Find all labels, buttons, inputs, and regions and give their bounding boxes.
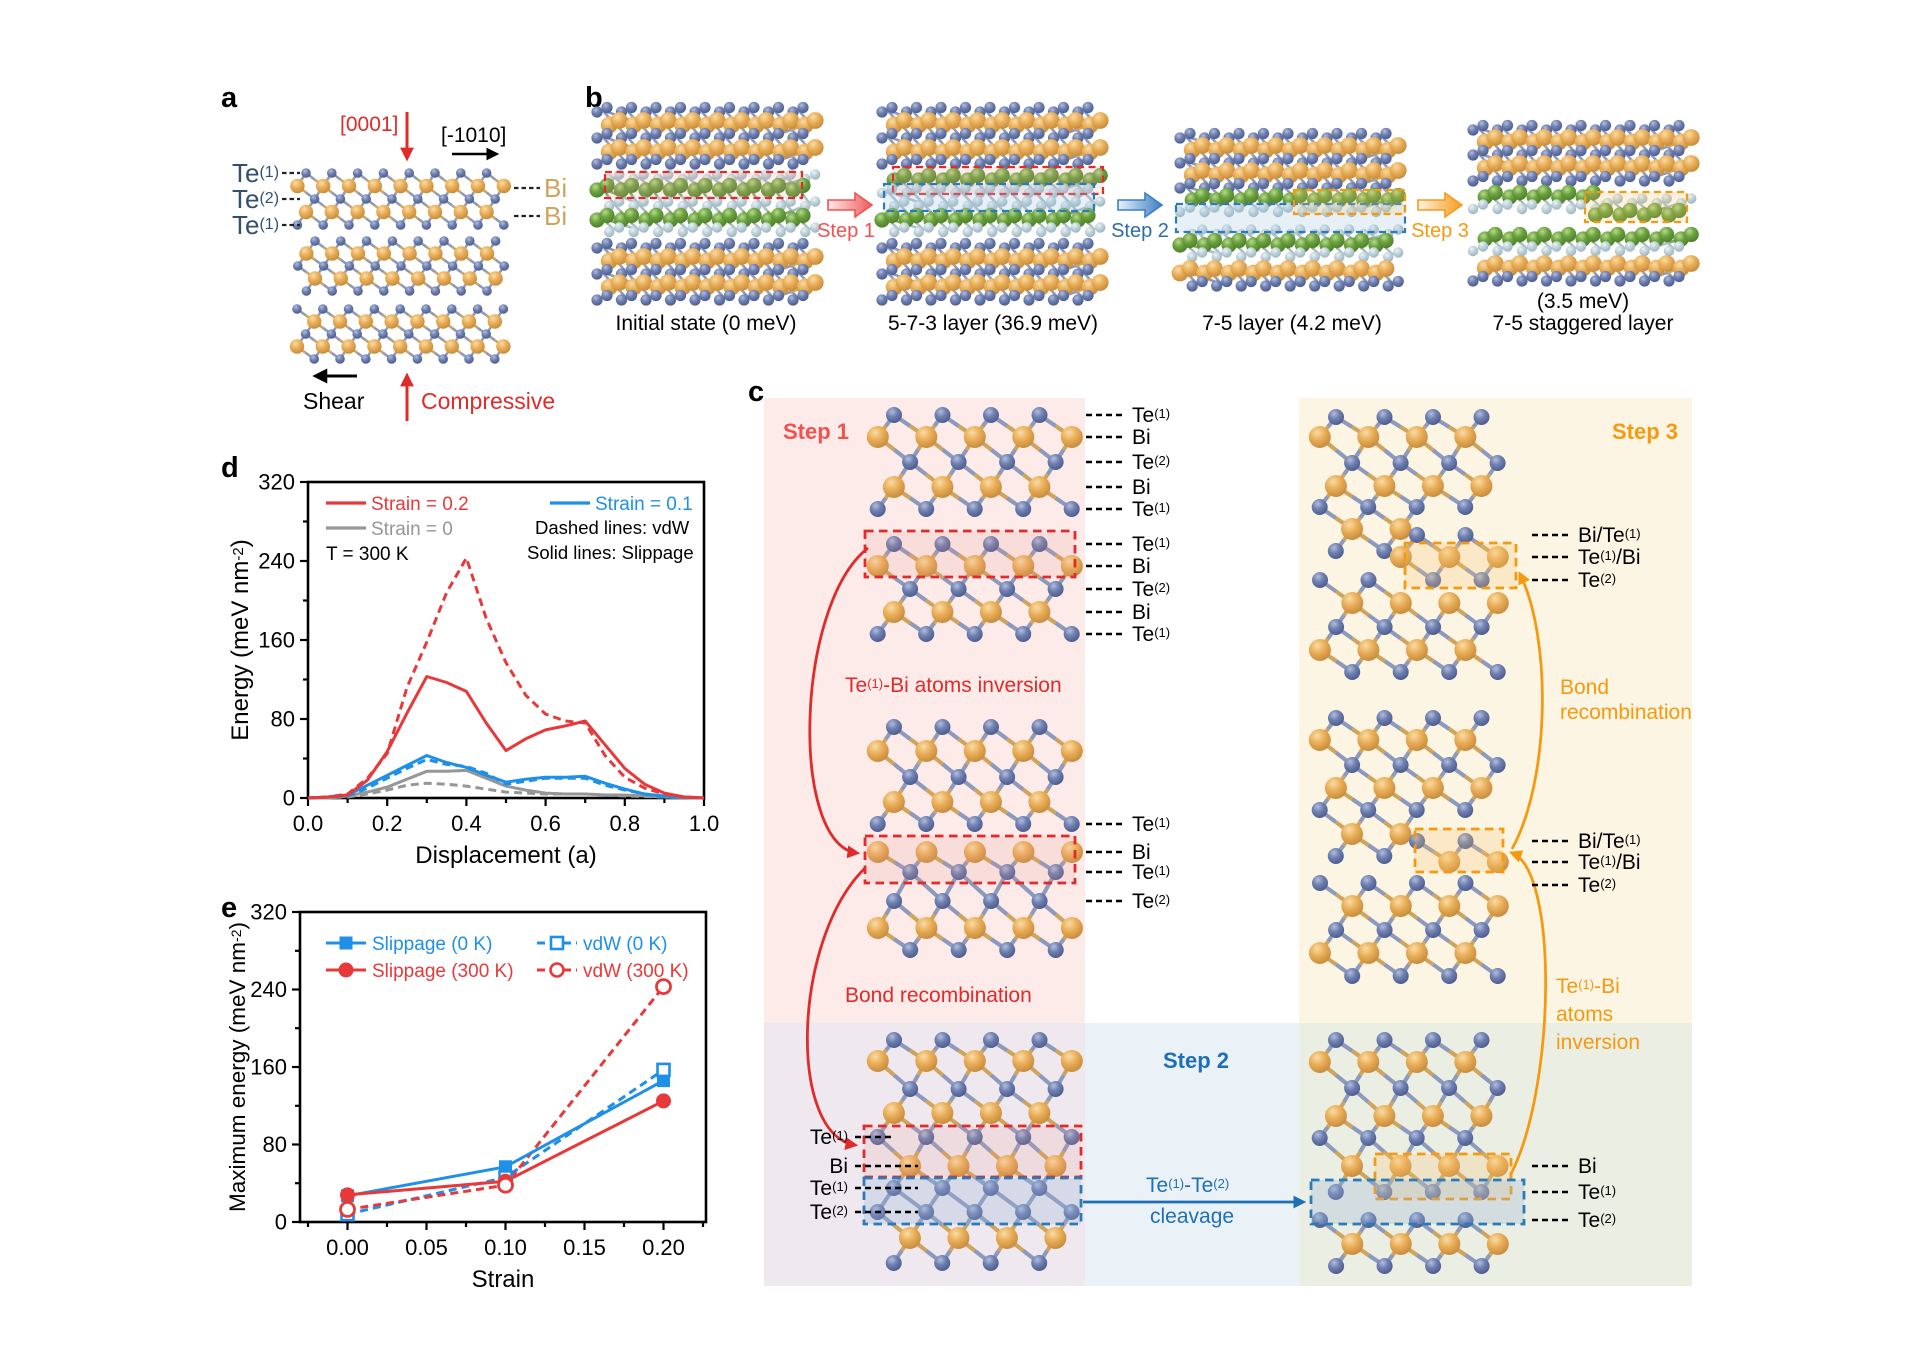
svg-text:0.15: 0.15 <box>563 1235 606 1260</box>
svg-text:Step 2: Step 2 <box>1111 220 1169 242</box>
svg-text:80: 80 <box>271 707 295 732</box>
svg-text:Bi: Bi <box>1132 426 1151 449</box>
svg-text:Strain = 0: Strain = 0 <box>371 519 453 540</box>
svg-text:Bi/Te(1): Bi/Te(1) <box>1578 830 1641 853</box>
svg-text:0.8: 0.8 <box>610 811 641 836</box>
svg-text:160: 160 <box>258 628 295 653</box>
svg-text:Solid lines: Slippage: Solid lines: Slippage <box>527 542 694 563</box>
svg-text:Strain = 0.2: Strain = 0.2 <box>371 494 469 515</box>
svg-text:vdW (300 K): vdW (300 K) <box>583 961 689 982</box>
svg-text:Bi: Bi <box>1132 555 1151 578</box>
svg-text:Step 3: Step 3 <box>1411 220 1469 242</box>
svg-text:d: d <box>221 452 239 484</box>
svg-text:320: 320 <box>258 470 295 495</box>
svg-text:Step 3: Step 3 <box>1612 419 1678 444</box>
svg-text:Te(2): Te(2) <box>1578 1209 1616 1232</box>
svg-text:e: e <box>221 892 237 924</box>
svg-text:Te(1): Te(1) <box>1132 533 1170 556</box>
svg-text:0.00: 0.00 <box>326 1235 369 1260</box>
svg-text:7-5 layer (4.2 meV): 7-5 layer (4.2 meV) <box>1202 312 1382 335</box>
svg-text:Te(1): Te(1) <box>1132 623 1170 646</box>
svg-text:240: 240 <box>250 977 287 1002</box>
svg-text:0.2: 0.2 <box>372 811 403 836</box>
svg-text:Te(1)/Bi: Te(1)/Bi <box>1578 546 1641 569</box>
svg-text:Bi: Bi <box>829 1155 848 1178</box>
svg-text:Bi: Bi <box>1132 601 1151 624</box>
svg-text:0: 0 <box>283 786 295 811</box>
svg-text:Dashed lines: vdW: Dashed lines: vdW <box>535 517 690 538</box>
svg-text:cleavage: cleavage <box>1150 1205 1234 1228</box>
svg-text:Compressive: Compressive <box>421 388 555 414</box>
svg-text:Bond: Bond <box>1560 676 1609 699</box>
svg-text:Te(1): Te(1) <box>232 158 279 188</box>
svg-text:0.20: 0.20 <box>642 1235 685 1260</box>
svg-text:b: b <box>585 82 603 114</box>
svg-text:Te(1)-Te(2): Te(1)-Te(2) <box>1146 1174 1229 1197</box>
svg-text:1.0: 1.0 <box>689 811 720 836</box>
svg-text:a: a <box>221 82 238 114</box>
svg-text:0.0: 0.0 <box>293 811 324 836</box>
svg-text:Te(1): Te(1) <box>1132 813 1170 836</box>
svg-text:5-7-3 layer (36.9 meV): 5-7-3 layer (36.9 meV) <box>888 312 1098 335</box>
svg-text:320: 320 <box>250 900 287 925</box>
svg-text:0.6: 0.6 <box>530 811 561 836</box>
svg-text:vdW (0 K): vdW (0 K) <box>583 934 667 955</box>
svg-text:recombination: recombination <box>1560 701 1692 724</box>
svg-text:160: 160 <box>250 1055 287 1080</box>
svg-text:Step 1: Step 1 <box>817 220 875 242</box>
svg-text:Bond recombination: Bond recombination <box>845 984 1032 1007</box>
svg-text:Bi: Bi <box>544 173 567 203</box>
svg-text:Te(2): Te(2) <box>810 1201 848 1224</box>
svg-text:Initial state (0 meV): Initial state (0 meV) <box>616 312 797 335</box>
svg-text:T = 300 K: T = 300 K <box>326 544 409 565</box>
svg-text:7-5 staggered layer: 7-5 staggered layer <box>1493 312 1674 335</box>
svg-text:Slippage (300 K): Slippage (300 K) <box>372 961 514 982</box>
svg-text:Step 1: Step 1 <box>783 419 849 444</box>
svg-text:Te(2): Te(2) <box>1132 890 1170 913</box>
svg-text:atoms: atoms <box>1556 1003 1613 1026</box>
svg-text:Energy (meV nm-2): Energy (meV nm-2) <box>227 539 254 740</box>
svg-text:Te(1)/Bi: Te(1)/Bi <box>1578 851 1641 874</box>
svg-text:80: 80 <box>263 1132 287 1157</box>
svg-text:Step 2: Step 2 <box>1163 1048 1229 1073</box>
svg-text:inversion: inversion <box>1556 1031 1640 1054</box>
svg-text:c: c <box>748 376 764 408</box>
svg-text:Te(1): Te(1) <box>1132 404 1170 427</box>
svg-text:Te(2): Te(2) <box>1578 874 1616 897</box>
svg-text:Bi: Bi <box>1132 476 1151 499</box>
svg-text:Te(2): Te(2) <box>232 184 279 214</box>
svg-text:Te(1): Te(1) <box>1132 861 1170 884</box>
svg-text:Te(2): Te(2) <box>1132 578 1170 601</box>
svg-text:0.05: 0.05 <box>405 1235 448 1260</box>
svg-text:Strain: Strain <box>472 1266 535 1293</box>
svg-text:Bi: Bi <box>1578 1155 1597 1178</box>
svg-text:Maximum energy (meV nm-2): Maximum energy (meV nm-2) <box>225 922 250 1212</box>
svg-text:Te(2): Te(2) <box>1132 451 1170 474</box>
svg-text:Shear: Shear <box>303 388 365 414</box>
svg-text:240: 240 <box>258 549 295 574</box>
svg-text:Slippage (0 K): Slippage (0 K) <box>372 934 492 955</box>
svg-text:(3.5 meV): (3.5 meV) <box>1537 290 1629 313</box>
svg-text:Te(1): Te(1) <box>810 1177 848 1200</box>
svg-text:0.10: 0.10 <box>484 1235 527 1260</box>
svg-text:0.4: 0.4 <box>451 811 482 836</box>
svg-text:Bi: Bi <box>544 201 567 231</box>
svg-text:Bi/Te(1): Bi/Te(1) <box>1578 524 1641 547</box>
svg-text:Bi: Bi <box>1132 841 1151 864</box>
svg-text:0: 0 <box>275 1210 287 1235</box>
svg-text:Displacement (a): Displacement (a) <box>415 842 596 869</box>
svg-text:[-1010]: [-1010] <box>441 124 506 147</box>
svg-text:[0001]: [0001] <box>340 113 398 136</box>
svg-text:Te(1): Te(1) <box>232 210 279 240</box>
svg-text:Te(1): Te(1) <box>1578 1181 1616 1204</box>
svg-text:Te(1)-Bi: Te(1)-Bi <box>1556 975 1620 998</box>
svg-text:Te(2): Te(2) <box>1578 569 1616 592</box>
svg-text:Te(1): Te(1) <box>1132 498 1170 521</box>
svg-text:Te(1): Te(1) <box>810 1126 848 1149</box>
svg-text:Strain = 0.1: Strain = 0.1 <box>595 494 693 515</box>
svg-text:Te(1)-Bi atoms inversion: Te(1)-Bi atoms inversion <box>845 674 1062 697</box>
